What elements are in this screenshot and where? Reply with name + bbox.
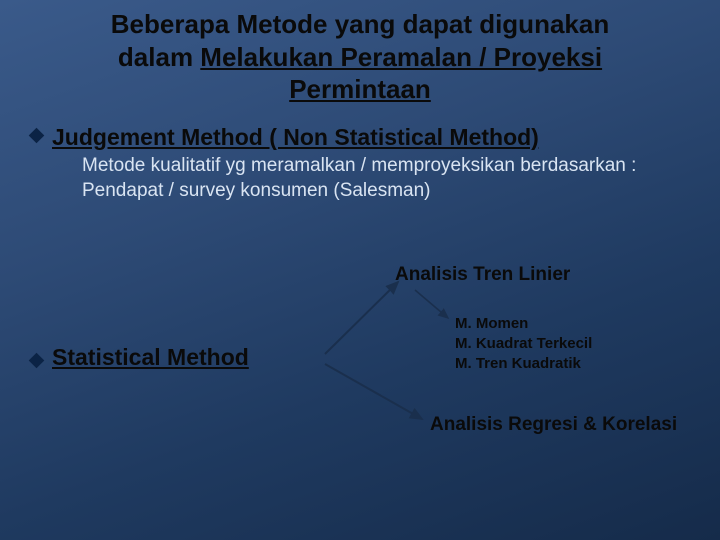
sublist-item: M. Kuadrat Terkecil bbox=[455, 334, 592, 354]
title-line1: Beberapa Metode yang dapat digunakan bbox=[0, 8, 720, 41]
slide-title: Beberapa Metode yang dapat digunakan dal… bbox=[0, 0, 720, 106]
bullet-row-1: Judgement Method ( Non Statistical Metho… bbox=[30, 124, 720, 151]
arrow-sublist-icon bbox=[415, 290, 448, 318]
judgement-subtext: Metode kualitatif yg meramalkan / mempro… bbox=[82, 153, 682, 204]
section-judgement: Judgement Method ( Non Statistical Metho… bbox=[0, 124, 720, 204]
judgement-heading: Judgement Method ( Non Statistical Metho… bbox=[52, 124, 539, 151]
section-statistical: Statistical Method Analisis Tren Linier … bbox=[0, 254, 720, 494]
sublist-item: M. Tren Kuadratik bbox=[455, 354, 592, 374]
analisis-tren-label: Analisis Tren Linier bbox=[395, 264, 570, 286]
diamond-bullet-icon bbox=[30, 130, 42, 142]
analisis-regresi-label: Analisis Regresi & Korelasi bbox=[430, 414, 677, 436]
sublist-item: M. Momen bbox=[455, 314, 592, 334]
arrow-up-icon bbox=[325, 282, 398, 354]
bullet-row-2: Statistical Method bbox=[30, 344, 249, 371]
statistical-heading: Statistical Method bbox=[52, 344, 249, 371]
title-line2: dalam Melakukan Peramalan / Proyeksi bbox=[0, 41, 720, 74]
tren-sublist: M. Momen M. Kuadrat Terkecil M. Tren Kua… bbox=[455, 314, 592, 375]
diamond-bullet-icon bbox=[30, 354, 42, 366]
title-line3: Permintaan bbox=[0, 73, 720, 106]
branching-arrows bbox=[0, 254, 720, 494]
arrow-down-icon bbox=[325, 364, 422, 419]
